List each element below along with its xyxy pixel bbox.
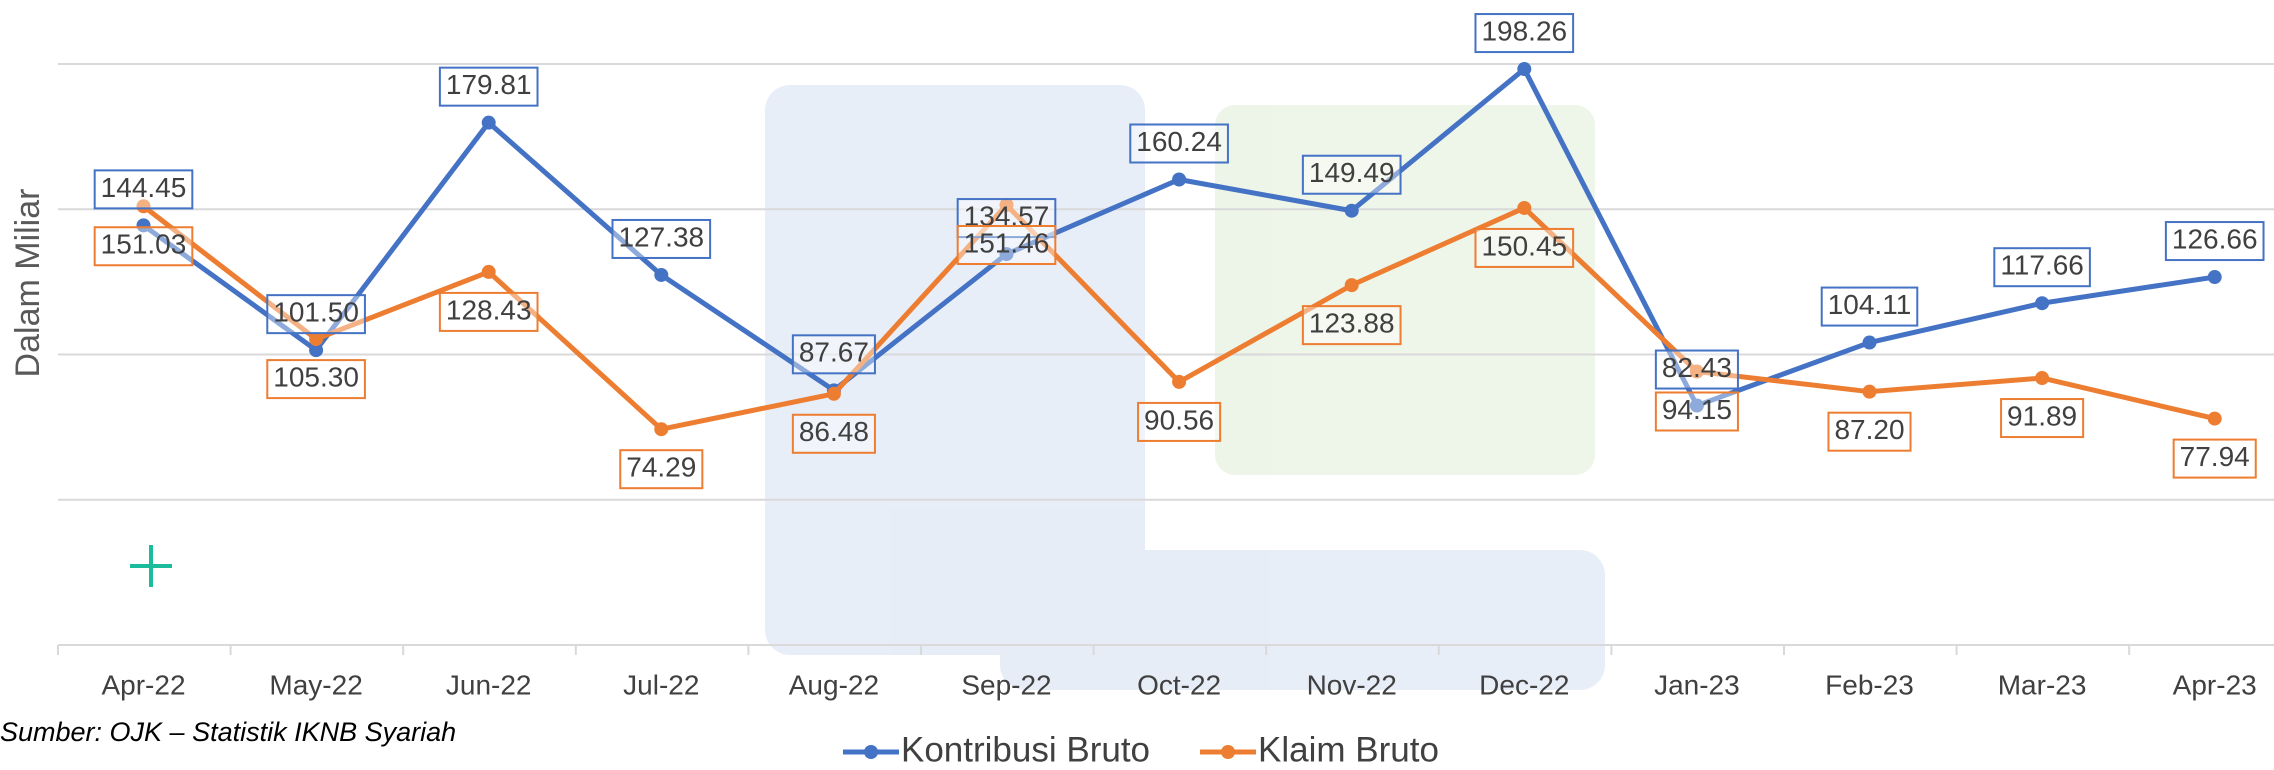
- data-label: 90.56: [1144, 404, 1214, 435]
- point: [2208, 412, 2222, 426]
- data-label-group: 87.20: [1828, 413, 1910, 451]
- data-label-group: 94.15: [1656, 392, 1738, 430]
- data-label-group: 127.38: [612, 220, 710, 258]
- legend-marker: [864, 745, 878, 759]
- point: [1517, 62, 1531, 76]
- data-label: 123.88: [1309, 308, 1395, 339]
- x-tick-label: Dec-22: [1479, 669, 1569, 700]
- data-label-group: 82.43: [1656, 351, 1738, 389]
- point: [1345, 204, 1359, 218]
- point: [1345, 278, 1359, 292]
- data-label-group: 151.03: [95, 227, 193, 265]
- data-label: 149.49: [1309, 157, 1395, 188]
- data-label: 91.89: [2007, 400, 2077, 431]
- legend-marker: [1221, 745, 1235, 759]
- x-tick-label: Aug-22: [789, 669, 879, 700]
- data-label: 117.66: [2000, 250, 2084, 281]
- data-label-group: 149.49: [1303, 156, 1401, 194]
- data-label-group: 104.11: [1822, 288, 1918, 326]
- point: [827, 387, 841, 401]
- data-label-group: 150.45: [1475, 229, 1573, 267]
- data-label: 151.03: [101, 229, 187, 260]
- point: [2035, 371, 2049, 385]
- data-label: 86.48: [799, 416, 869, 447]
- data-label-group: 101.50: [267, 295, 365, 333]
- chart: Dalam Miliar Sumber: OJK – Statistik IKN…: [0, 0, 2274, 770]
- data-label-group: 74.29: [620, 450, 702, 488]
- x-tick-label: Jul-22: [623, 669, 699, 700]
- source-note: Sumber: OJK – Statistik IKNB Syariah: [0, 717, 456, 747]
- data-label-group: 77.94: [2174, 440, 2256, 478]
- x-tick-label: Jan-23: [1654, 669, 1740, 700]
- data-label: 74.29: [626, 452, 696, 483]
- point: [482, 116, 496, 130]
- data-label: 87.67: [799, 337, 869, 368]
- data-label-group: 151.46: [958, 226, 1056, 264]
- data-label: 87.20: [1834, 414, 1904, 445]
- data-label-group: 91.89: [2001, 399, 2083, 437]
- data-label-group: 126.66: [2166, 222, 2264, 260]
- point: [482, 265, 496, 279]
- point: [1172, 173, 1186, 187]
- data-label: 150.45: [1481, 230, 1567, 261]
- data-label: 105.30: [273, 361, 359, 392]
- x-tick-label: Oct-22: [1137, 669, 1221, 700]
- data-label-group: 117.66: [1994, 248, 2090, 286]
- x-tick-label: May-22: [269, 669, 362, 700]
- data-label: 127.38: [618, 221, 704, 252]
- x-tick-label: Sep-22: [961, 669, 1051, 700]
- point: [1172, 375, 1186, 389]
- data-label-group: 90.56: [1138, 403, 1220, 441]
- data-label-group: 86.48: [793, 415, 875, 453]
- y-axis-label: Dalam Miliar: [9, 189, 47, 378]
- data-label: 160.24: [1136, 126, 1222, 157]
- point: [309, 332, 323, 346]
- data-label-group: 105.30: [267, 360, 365, 398]
- data-label: 144.45: [101, 172, 187, 203]
- point: [1863, 385, 1877, 399]
- data-label-group: 123.88: [1303, 306, 1401, 344]
- legend-label: Klaim Bruto: [1258, 730, 1439, 769]
- data-label: 126.66: [2172, 223, 2258, 254]
- x-tick-label: Mar-23: [1998, 669, 2087, 700]
- data-label: 104.11: [1828, 289, 1912, 320]
- data-label: 179.81: [446, 69, 532, 100]
- point: [654, 268, 668, 282]
- x-tick-label: Nov-22: [1307, 669, 1397, 700]
- point: [2208, 270, 2222, 284]
- plus-icon: [130, 545, 172, 587]
- point: [1863, 336, 1877, 350]
- x-tick-label: Jun-22: [446, 669, 532, 700]
- data-label: 101.50: [273, 297, 359, 328]
- data-label: 151.46: [964, 227, 1050, 258]
- data-label: 77.94: [2180, 441, 2250, 472]
- data-label: 94.15: [1662, 394, 1732, 425]
- data-label: 82.43: [1662, 352, 1732, 383]
- point: [654, 422, 668, 436]
- data-label: 128.43: [446, 294, 532, 325]
- data-label-group: 87.67: [793, 335, 875, 373]
- data-label-group: 144.45: [95, 170, 193, 208]
- x-tick-label: Apr-22: [101, 669, 185, 700]
- data-label-group: 160.24: [1130, 125, 1228, 163]
- x-tick-label: Feb-23: [1825, 669, 1914, 700]
- point: [2035, 296, 2049, 310]
- data-label-group: 128.43: [440, 293, 538, 331]
- data-label: 198.26: [1481, 15, 1567, 46]
- data-label-group: 179.81: [440, 68, 538, 106]
- legend-label: Kontribusi Bruto: [901, 730, 1150, 769]
- x-tick-label: Apr-23: [2173, 669, 2257, 700]
- point: [1517, 201, 1531, 215]
- data-label-group: 198.26: [1475, 14, 1573, 52]
